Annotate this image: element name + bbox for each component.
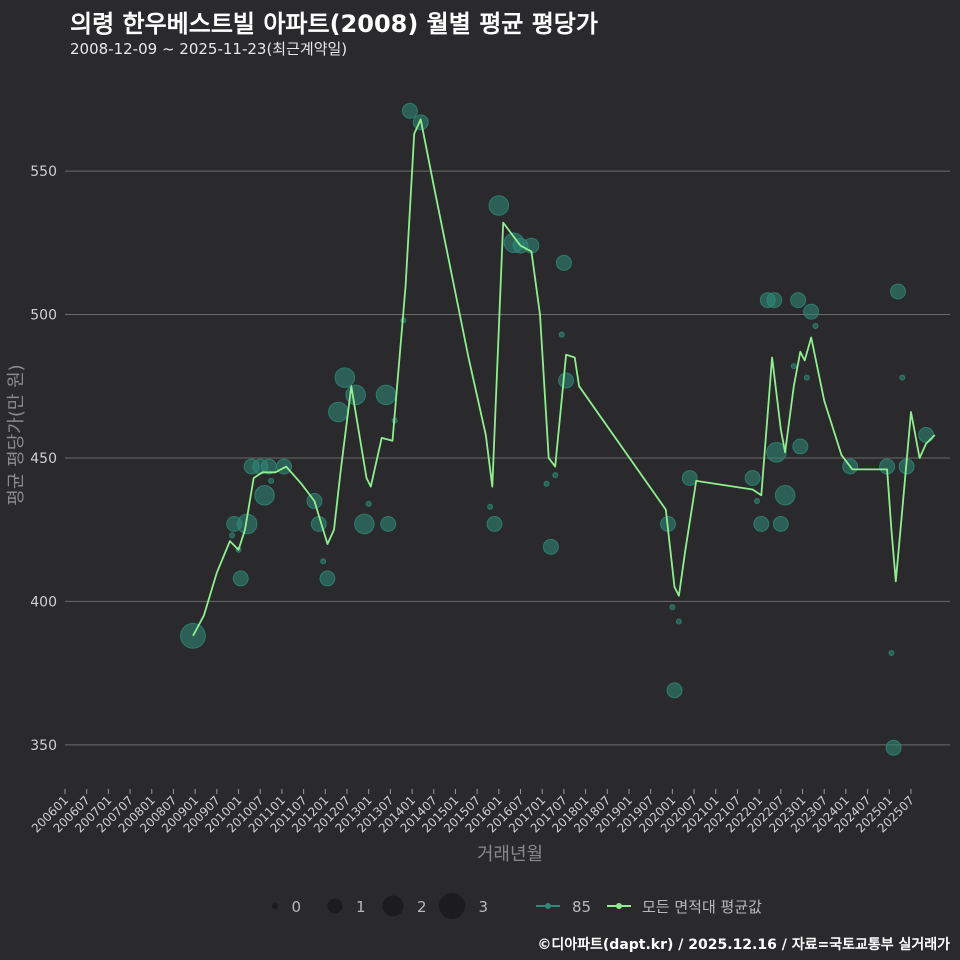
scatter-point [488,195,510,216]
y-tick-label: 400 [30,594,57,610]
source-caption: ©디아파트(dapt.kr) / 2025.12.16 / 자료=국토교통부 실… [537,937,950,953]
legend-size-dot [439,893,465,919]
scatter-point [774,484,796,506]
legend-size-label: 2 [417,898,427,916]
scatter-point [753,497,760,504]
scatter-point [555,254,572,271]
scatter-point [401,102,418,119]
scatter-point [744,470,761,486]
scatter-point [918,427,935,443]
scatter-point [675,618,682,625]
scatter-point [766,292,783,309]
average-line [192,118,936,637]
scatter-point [254,484,275,506]
chart-subtitle: 2008-12-09 ~ 2025-11-23(최근계약일) [70,40,348,58]
scatter-point [681,470,698,486]
scatter-point [792,438,809,455]
scatter-point [669,604,676,611]
scatter-point [268,477,275,484]
scatter-point [558,331,565,338]
scatter-point [229,532,236,539]
legend-size-label: 0 [292,898,302,916]
legend-85-label: 85 [572,898,591,916]
y-tick-label: 500 [30,308,57,324]
legend-avg-label: 모든 면적대 평균값 [642,898,762,916]
scatter-point [790,292,807,309]
scatter-point [766,441,787,463]
scatter-point [310,515,327,532]
scatter-point [552,472,559,479]
scatter-point [889,283,906,300]
legend-size-label: 3 [479,898,489,916]
legend-size-dot [272,903,278,909]
scatter-point [666,682,683,699]
scatter-point [354,513,375,535]
scatter-series-85 [180,102,935,756]
scatter-point [888,650,895,657]
scatter-point [772,515,789,532]
grid-lines [65,170,950,746]
scatter-point [885,739,902,756]
legend-size-dot [327,898,343,914]
scatter-point [542,538,559,555]
scatter-point [180,622,206,649]
scatter-point [365,500,372,507]
scatter-point [334,367,356,388]
x-axis-ticks: 2006012006072007012007072008012008072009… [29,789,917,836]
y-tick-label: 350 [30,738,57,754]
scatter-point [899,374,906,381]
scatter-point [320,558,327,565]
scatter-point [319,570,336,587]
average-line-series [192,118,936,637]
legend-85-dot [545,903,551,909]
chart-title: 의령 한우베스트빌 아파트(2008) 월별 평균 평당가 [70,10,598,38]
scatter-point [380,515,397,532]
y-tick-label: 450 [30,451,57,467]
legend-size-dot [382,895,404,917]
scatter-point [803,374,810,381]
scatter-point [375,384,397,406]
y-axis-ticks: 350 400 450 500 550 [30,164,57,754]
scatter-point [486,515,503,532]
y-tick-label: 550 [30,164,57,180]
scatter-point [276,458,293,475]
scatter-point [328,401,349,423]
scatter-point [543,480,550,487]
legend-size-label: 1 [356,898,366,916]
scatter-point [487,503,494,510]
scatter-point [753,515,770,532]
scatter-point [558,372,575,389]
legend-avg-dot [616,903,622,909]
scatter-point [803,303,820,320]
x-axis-title: 거래년월 [477,844,543,865]
scatter-point [812,322,819,329]
scatter-point [232,570,249,587]
y-axis-title: 평균 평당가(만 원) [6,364,27,505]
legend: 0 1 2 3 85 모든 면적대 평균값 [272,893,762,919]
scatter-point [790,363,797,370]
